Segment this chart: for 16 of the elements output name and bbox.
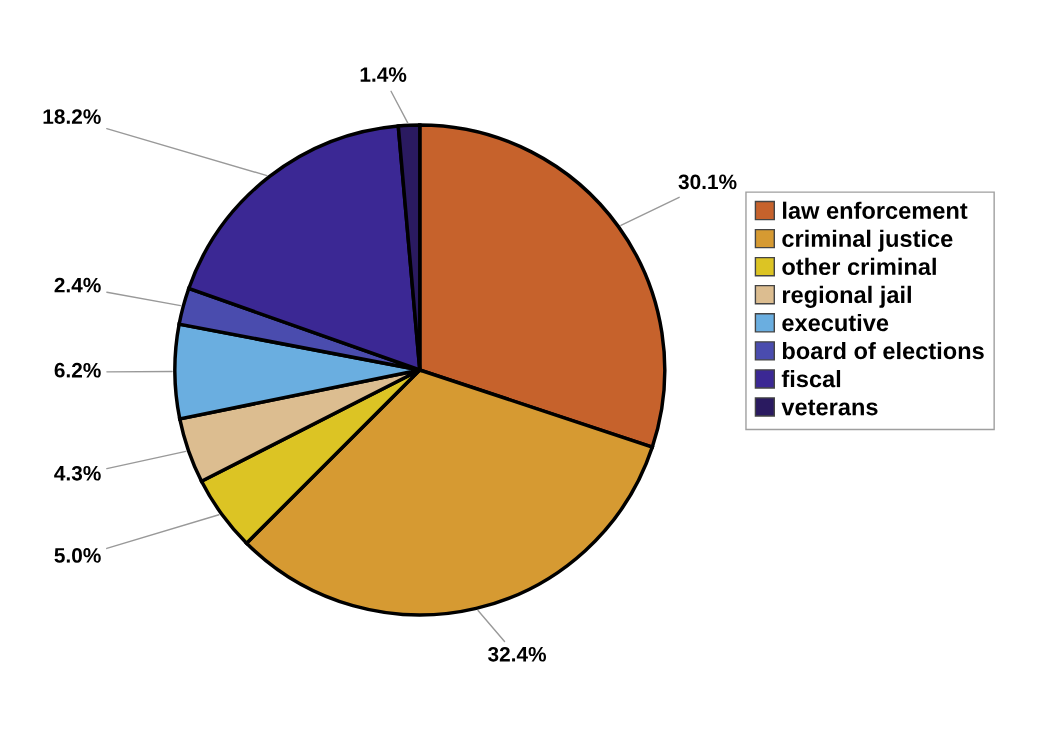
legend-label: other criminal <box>782 257 936 276</box>
legend-label: veterans <box>781 399 878 416</box>
data-label: 2.4% <box>54 277 101 293</box>
data-label: 18.2% <box>43 109 101 124</box>
data-label: 1.4% <box>360 67 407 82</box>
data-label: 32.4% <box>487 646 547 662</box>
legend-label: executive <box>782 313 889 332</box>
legend-label: criminal justice <box>782 229 953 252</box>
legend-label: regional jail <box>782 285 911 308</box>
data-label: 6.2% <box>54 362 101 378</box>
legend-label: law enforcement <box>783 201 968 220</box>
data-label: 30.1% <box>678 174 737 190</box>
data-label: 4.3% <box>54 465 101 481</box>
legend-label: board of elections <box>782 341 984 360</box>
data-label: 5.0% <box>54 548 101 563</box>
legend-label: fiscal <box>781 370 841 388</box>
